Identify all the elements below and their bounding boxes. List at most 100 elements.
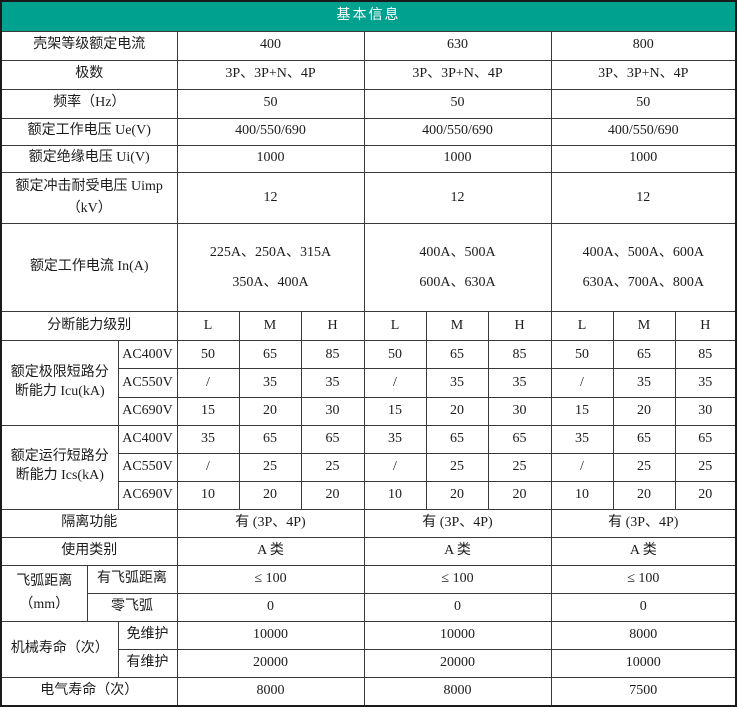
cell-value: 630 bbox=[363, 30, 552, 61]
cell-value: 20 bbox=[425, 396, 489, 426]
cell-value: 30 bbox=[487, 396, 552, 426]
cell-value: 10 bbox=[363, 480, 427, 510]
cell-value: 35 bbox=[300, 368, 365, 398]
row-label: 使用类别 bbox=[0, 536, 178, 567]
cell-value: ≤ 100 bbox=[550, 565, 737, 595]
cell-value: M bbox=[612, 311, 676, 342]
cell-value: H bbox=[674, 311, 737, 342]
row-icu-ac400: 额定极限短路分断能力 Icu(kA) AC400V 50 65 85 50 65… bbox=[0, 340, 737, 426]
cell-value: 25 bbox=[487, 452, 552, 482]
cell-value: 25 bbox=[300, 452, 365, 482]
cell-value: / bbox=[363, 452, 427, 482]
cell-value: 20 bbox=[425, 480, 489, 510]
cell-value: 400A、500A 600A、630A bbox=[363, 223, 552, 313]
sub-row-label: AC550V bbox=[117, 452, 178, 482]
cell-value: 50 bbox=[550, 340, 614, 370]
cell-value: / bbox=[176, 452, 240, 482]
cell-value-line: 400A、500A、600A bbox=[582, 244, 704, 260]
row-label: 额定工作电流 In(A) bbox=[0, 223, 178, 313]
cell-value: 35 bbox=[674, 368, 737, 398]
cell-value: 20 bbox=[487, 480, 552, 510]
cell-value: 85 bbox=[300, 340, 365, 370]
cell-value-line: 225A、250A、315A bbox=[209, 244, 332, 260]
cell-value: 15 bbox=[363, 396, 427, 426]
cell-value: / bbox=[550, 452, 614, 482]
sub-row-label: AC690V bbox=[117, 480, 178, 510]
cell-value: 400 bbox=[176, 30, 365, 61]
cell-value: 0 bbox=[550, 593, 737, 623]
cell-value: 50 bbox=[363, 340, 427, 370]
cell-value: L bbox=[363, 311, 427, 342]
row-poles: 极数 3P、3P+N、4P 3P、3P+N、4P 3P、3P+N、4P bbox=[0, 59, 737, 90]
cell-value: 有 (3P、4P) bbox=[176, 508, 365, 538]
cell-value: 有 (3P、4P) bbox=[363, 508, 552, 538]
row-arc-distance-zero: 零飞弧 0 0 0 bbox=[1, 593, 737, 623]
cell-value: 7500 bbox=[550, 677, 737, 707]
cell-value: H bbox=[487, 311, 552, 342]
row-mech-life-maintfree: 机械寿命（次） 免维护 10000 10000 8000 bbox=[0, 621, 737, 679]
sub-row-label: AC690V bbox=[117, 396, 178, 426]
cell-value: 400/550/690 bbox=[363, 117, 552, 146]
sub-row-label: 有维护 bbox=[117, 649, 178, 679]
cell-value: 50 bbox=[550, 88, 737, 119]
cell-value: 1000 bbox=[363, 144, 552, 173]
row-impulse-voltage: 额定冲击耐受电压 Uimp （kV） 12 12 12 bbox=[0, 171, 737, 225]
cell-value: 85 bbox=[674, 340, 737, 370]
row-usage-category: 使用类别 A 类 A 类 A 类 bbox=[0, 536, 737, 567]
cell-value: A 类 bbox=[550, 536, 737, 567]
cell-value: 25 bbox=[425, 452, 489, 482]
cell-value: 65 bbox=[674, 424, 737, 454]
table-title: 基本信息 bbox=[0, 0, 737, 32]
row-label: 飞弧距离 （mm） bbox=[0, 565, 88, 623]
cell-value: 20 bbox=[300, 480, 365, 510]
row-insulation-voltage: 额定绝缘电压 Ui(V) 1000 1000 1000 bbox=[0, 144, 737, 173]
cell-value: 8000 bbox=[363, 677, 552, 707]
row-label: 额定运行短路分断能力 Ics(kA) bbox=[0, 424, 119, 510]
cell-value-line: 400A、500A bbox=[419, 244, 496, 260]
cell-value: A 类 bbox=[176, 536, 365, 567]
cell-value: 10000 bbox=[363, 621, 552, 651]
row-label: 额定绝缘电压 Ui(V) bbox=[0, 144, 178, 173]
row-ics-ac550: AC550V / 25 25 / 25 25 / 25 25 bbox=[1, 452, 737, 482]
cell-value: 400A、500A、600A 630A、700A、800A bbox=[550, 223, 737, 313]
cell-value: 20000 bbox=[176, 649, 365, 679]
cell-value: A 类 bbox=[363, 536, 552, 567]
row-arc-distance-max: 飞弧距离 （mm） 有飞弧距离 ≤ 100 ≤ 100 ≤ 100 bbox=[0, 565, 737, 623]
row-label-line: （kV） bbox=[66, 201, 112, 216]
cell-value: 10 bbox=[550, 480, 614, 510]
row-frequency: 频率（Hz） 50 50 50 bbox=[0, 88, 737, 119]
cell-value: 50 bbox=[176, 88, 365, 119]
row-label: 频率（Hz） bbox=[0, 88, 178, 119]
cell-value: 225A、250A、315A 350A、400A bbox=[176, 223, 365, 313]
cell-value: 800 bbox=[550, 30, 737, 61]
cell-value: 35 bbox=[176, 424, 240, 454]
cell-value: 50 bbox=[363, 88, 552, 119]
cell-value: ≤ 100 bbox=[176, 565, 365, 595]
row-label: 额定极限短路分断能力 Icu(kA) bbox=[0, 340, 119, 426]
cell-value: 35 bbox=[550, 424, 614, 454]
cell-value: ≤ 100 bbox=[363, 565, 552, 595]
cell-value: 65 bbox=[612, 340, 676, 370]
cell-value: 15 bbox=[176, 396, 240, 426]
row-label: 壳架等级额定电流 bbox=[0, 30, 178, 61]
cell-value: 35 bbox=[425, 368, 489, 398]
cell-value: M bbox=[238, 311, 302, 342]
cell-value: / bbox=[550, 368, 614, 398]
cell-value: 30 bbox=[300, 396, 365, 426]
cell-value: 3P、3P+N、4P bbox=[363, 59, 552, 90]
sub-row-label: 免维护 bbox=[117, 621, 178, 651]
cell-value: 65 bbox=[300, 424, 365, 454]
cell-value: 35 bbox=[612, 368, 676, 398]
row-rated-voltage: 额定工作电压 Ue(V) 400/550/690 400/550/690 400… bbox=[0, 117, 737, 146]
cell-value: 3P、3P+N、4P bbox=[550, 59, 737, 90]
cell-value: 15 bbox=[550, 396, 614, 426]
cell-value: 25 bbox=[238, 452, 302, 482]
cell-value: 20 bbox=[238, 480, 302, 510]
cell-value: / bbox=[176, 368, 240, 398]
table-header-row: 基本信息 bbox=[0, 0, 737, 32]
cell-value: 0 bbox=[176, 593, 365, 623]
cell-value: 8000 bbox=[550, 621, 737, 651]
row-label: 分断能力级别 bbox=[0, 311, 178, 342]
cell-value: 65 bbox=[612, 424, 676, 454]
